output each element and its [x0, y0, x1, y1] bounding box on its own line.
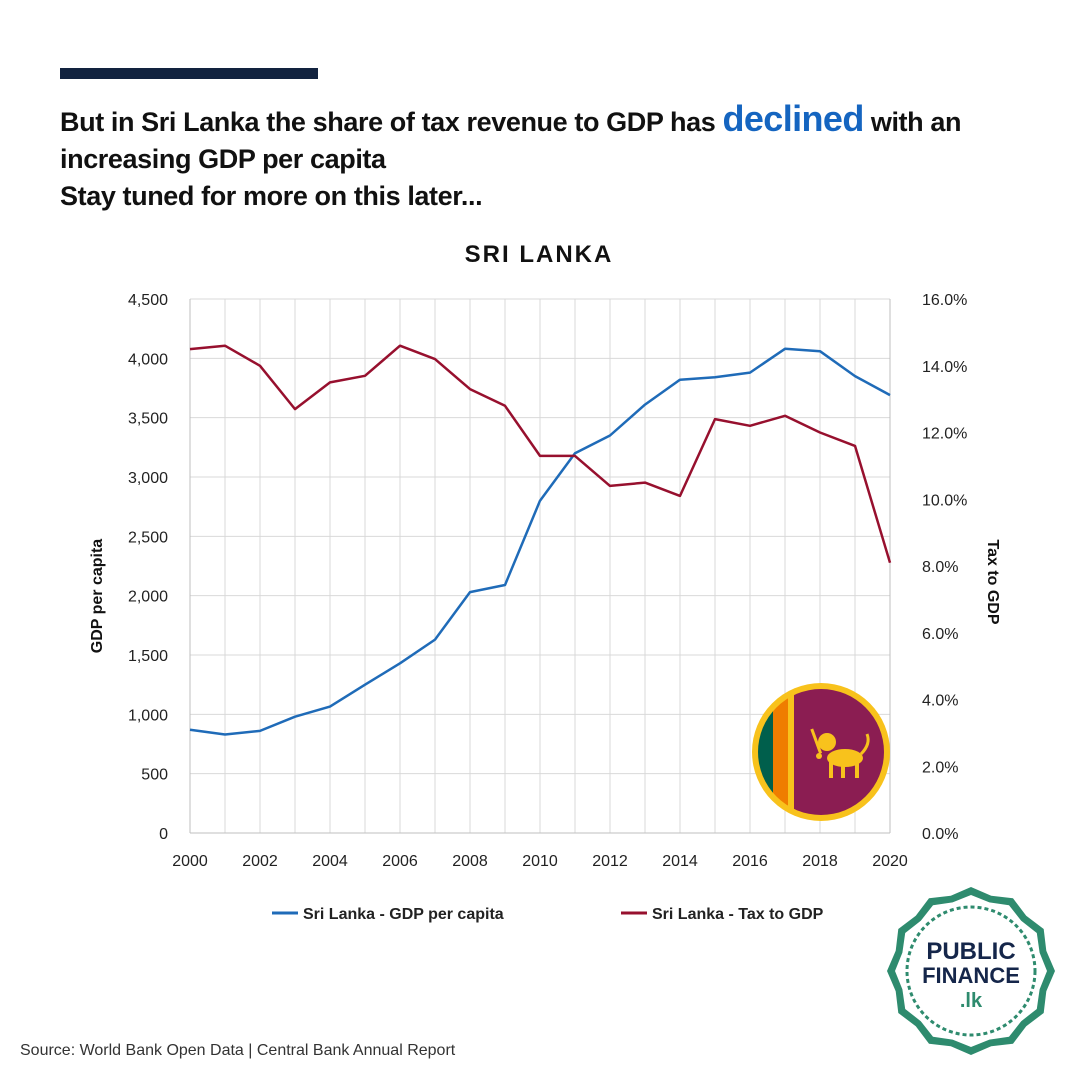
x-tick-label: 2008	[452, 853, 488, 870]
y2-tick-label: 2.0%	[922, 759, 958, 776]
top-accent-bar	[60, 68, 318, 79]
y2-tick-label: 16.0%	[922, 292, 967, 309]
x-tick-label: 2002	[242, 853, 278, 870]
logo-text-lk: .lk	[960, 990, 983, 1012]
lion-emblem-icon	[810, 728, 870, 778]
headline: But in Sri Lanka the share of tax revenu…	[60, 100, 1020, 215]
logo-text-finance: FINANCE	[922, 963, 1020, 988]
y-axis-right: 0.0% 2.0% 4.0% 6.0% 8.0% 10.0% 12.0% 14.0% 16.0%	[922, 292, 967, 843]
y2-tick-label: 10.0%	[922, 492, 967, 509]
chart-title: SRI LANKA	[465, 241, 614, 268]
x-tick-label: 2000	[172, 853, 208, 870]
x-tick-label: 2004	[312, 853, 348, 870]
y2-tick-label: 14.0%	[922, 359, 967, 376]
y2-tick-label: 0.0%	[922, 826, 958, 843]
headline-text: But in Sri Lanka the share of tax revenu…	[60, 107, 716, 137]
legend-label-gdp: Sri Lanka - GDP per capita	[303, 906, 504, 923]
y-tick-label: 1,000	[128, 707, 168, 724]
sri-lanka-flag-icon	[752, 683, 890, 821]
headline-highlight: declined	[722, 98, 865, 139]
y-tick-label: 0	[159, 826, 168, 843]
x-tick-label: 2016	[732, 853, 768, 870]
y2-tick-label: 4.0%	[922, 693, 958, 710]
y-tick-label: 2,500	[128, 529, 168, 546]
headline-text-end: with an	[870, 107, 962, 137]
y-axis-label: GDP per capita	[89, 539, 106, 654]
x-axis: 2000 2002 2004 2006 2008 2010 2012 2014 2016 2018…	[172, 853, 908, 870]
y-tick-label: 4,000	[128, 351, 168, 368]
source-note: Source: World Bank Open Data | Central B…	[20, 1042, 456, 1059]
y2-axis-label: Tax to GDP	[984, 539, 1001, 624]
legend: Sri Lanka - GDP per capita Sri Lanka - T…	[272, 906, 824, 923]
x-tick-label: 2010	[522, 853, 558, 870]
x-tick-label: 2020	[872, 853, 908, 870]
y2-tick-label: 8.0%	[922, 559, 958, 576]
y2-tick-label: 6.0%	[922, 626, 958, 643]
x-tick-label: 2014	[662, 853, 698, 870]
series-line-gdp-per-capita	[189, 347, 891, 736]
public-finance-logo: PUBLIC FINANCE .lk	[887, 887, 1055, 1055]
x-tick-label: 2018	[802, 853, 838, 870]
y-tick-label: 3,000	[128, 470, 168, 487]
y-tick-label: 4,500	[128, 292, 168, 309]
headline-line-3: Stay tuned for more on this later...	[60, 181, 483, 211]
x-tick-label: 2012	[592, 853, 628, 870]
series-line-tax-to-gdp	[189, 344, 892, 564]
y-tick-label: 1,500	[128, 648, 168, 665]
headline-line-1: But in Sri Lanka the share of tax revenu…	[60, 100, 1020, 141]
y-tick-label: 500	[141, 767, 168, 784]
chart: SRI LANKA 0 500 1,000 1,500 2,000 2,500 3,000 3…	[89, 241, 1001, 923]
legend-label-tax: Sri Lanka - Tax to GDP	[652, 906, 824, 923]
y2-tick-label: 12.0%	[922, 426, 967, 443]
headline-line-2: increasing GDP per capita	[60, 144, 386, 174]
x-tick-label: 2006	[382, 853, 418, 870]
logo-text-public: PUBLIC	[926, 938, 1015, 965]
y-tick-label: 2,000	[128, 589, 168, 606]
y-axis-left: 0 500 1,000 1,500 2,000 2,500 3,000 3,500 4,000 4…	[128, 292, 168, 843]
y-tick-label: 3,500	[128, 411, 168, 428]
